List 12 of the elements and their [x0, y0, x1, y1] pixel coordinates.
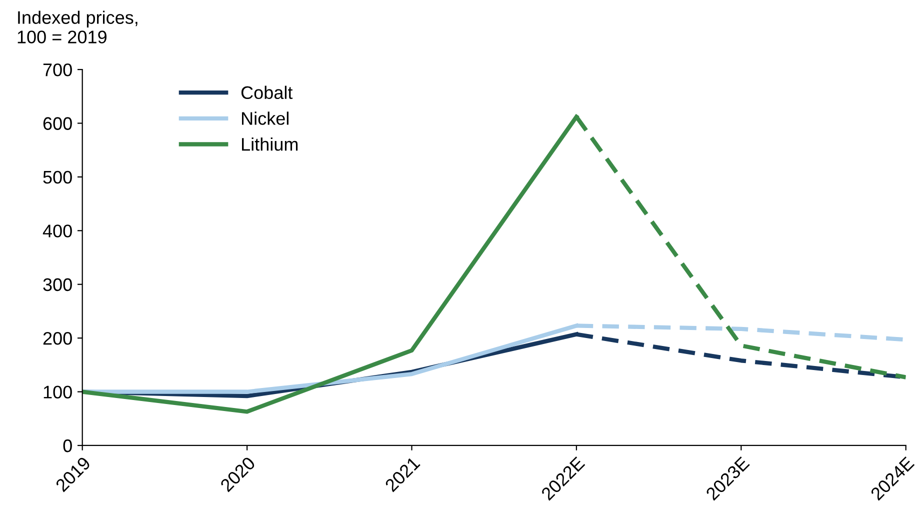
y-tick-label: 500: [43, 170, 72, 184]
y-tick-label: 700: [43, 63, 72, 76]
y-tick-label: 300: [43, 278, 72, 292]
y-axis-title: Indexed prices, 100 = 2019: [18, 10, 138, 44]
legend-label: Nickel: [242, 112, 288, 125]
y-tick-label: 100: [44, 386, 72, 398]
legend-label: Lithium: [242, 137, 298, 151]
y-tick-label: 0: [63, 439, 72, 452]
y-tick-label: 400: [42, 224, 72, 238]
y-tick-label: 600: [43, 117, 72, 130]
y-tick-label: 200: [43, 332, 72, 345]
legend-label: Cobalt: [241, 86, 293, 100]
